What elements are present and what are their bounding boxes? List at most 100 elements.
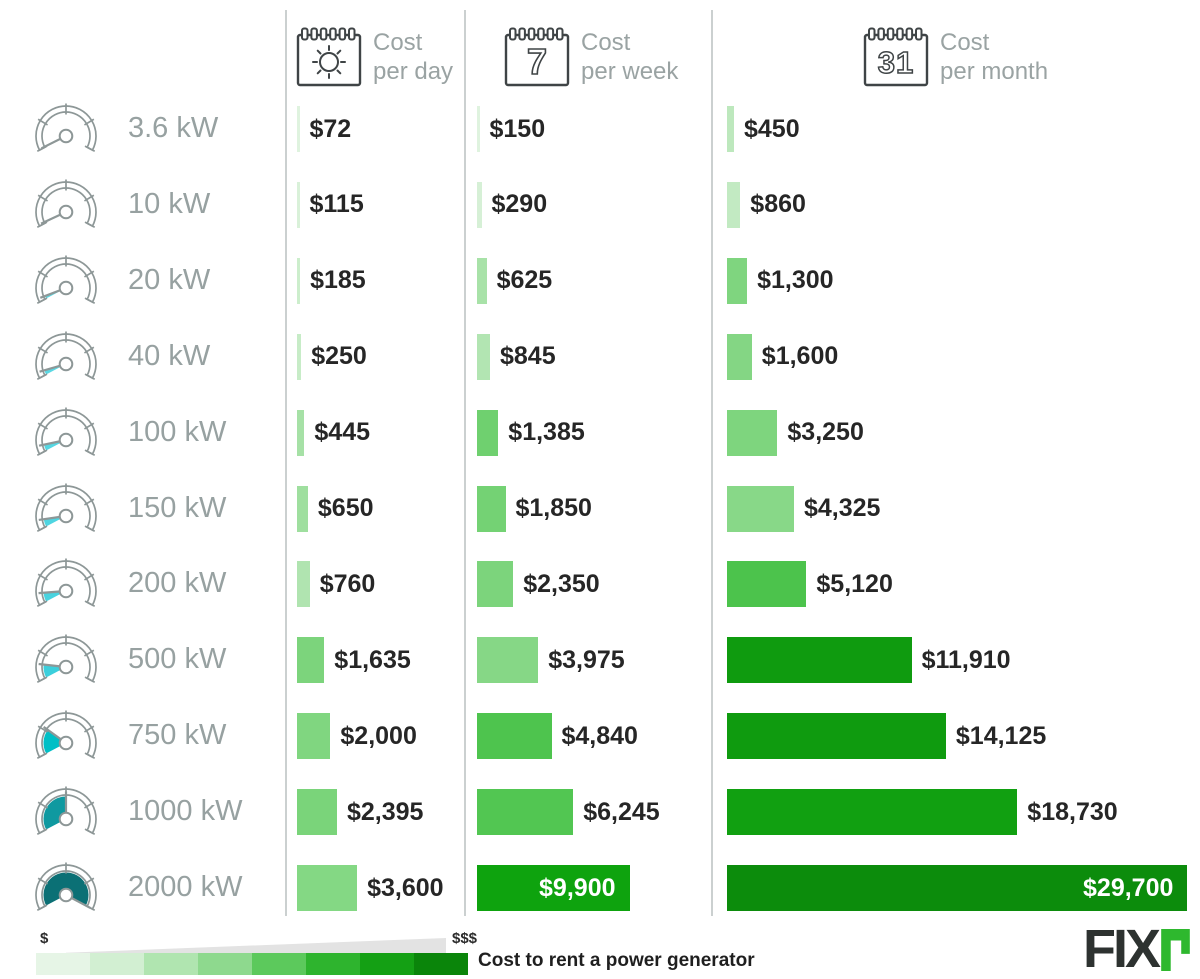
gauge-icon xyxy=(35,483,97,532)
cost-bar-week xyxy=(477,333,490,380)
cost-bar-week xyxy=(477,106,480,152)
fixr-logo: FIX xyxy=(1083,922,1190,976)
cost-value-week: $2,350 xyxy=(523,569,600,598)
cost-value-day: $650 xyxy=(317,494,374,522)
cost-value-week: $625 xyxy=(496,266,553,295)
row-size-label: 3.6 kW xyxy=(128,112,219,144)
cost-value-week: $150 xyxy=(489,114,546,143)
legend-gradient-block xyxy=(198,953,252,975)
gauge-icon-wrap xyxy=(24,551,108,617)
gauge-icon-wrap xyxy=(24,703,108,769)
cost-value-month: $5,120 xyxy=(816,569,893,598)
row-size-label: 200 kW xyxy=(128,567,227,600)
cost-value-day: $1,635 xyxy=(334,645,411,674)
cost-value-month: $450 xyxy=(744,114,800,143)
calendar-number: 7 xyxy=(527,41,547,82)
cost-bar-month xyxy=(727,637,912,684)
column-divider xyxy=(285,10,287,916)
gauge-icon-wrap xyxy=(24,248,108,314)
cost-bar-week xyxy=(477,637,539,684)
header-label-line1: Cost xyxy=(940,29,990,56)
header-label-line1: Cost xyxy=(581,29,631,56)
header-cost-per-day: Cost per day xyxy=(295,26,453,88)
row-size-label: 20 kW xyxy=(128,263,211,296)
gauge-icon-wrap xyxy=(24,779,108,845)
legend-gradient-block xyxy=(306,953,360,975)
cost-value-day: $250 xyxy=(311,342,367,371)
row-size-label: 1000 kW xyxy=(128,795,243,828)
header-label-line2: per week xyxy=(581,58,679,85)
cost-value-month: $860 xyxy=(750,190,806,219)
cost-value-month: $29,700 xyxy=(1083,873,1174,902)
gauge-icon-wrap xyxy=(24,324,108,390)
cost-value-day: $2,000 xyxy=(340,721,417,750)
calendar-number: 31 xyxy=(878,45,914,80)
column-divider xyxy=(464,10,466,916)
cost-bar-week xyxy=(477,789,574,836)
cost-bar-week xyxy=(477,409,499,456)
cost-bar-day xyxy=(297,713,331,760)
cost-bar-week xyxy=(477,485,506,532)
cost-value-month: $4,325 xyxy=(804,494,881,522)
gauge-icon xyxy=(35,331,97,380)
cost-bar-week xyxy=(477,713,552,760)
header-label: Cost per month xyxy=(940,26,1048,86)
row-size-label: 2000 kW xyxy=(128,871,243,903)
row-size-label: 750 kW xyxy=(128,719,227,752)
row-size-label: 40 kW xyxy=(128,339,211,372)
cost-value-week: $4,840 xyxy=(561,721,638,750)
gauge-icon-wrap xyxy=(24,627,108,693)
header-label: Cost per day xyxy=(373,26,453,86)
legend-gradient-block xyxy=(360,953,414,975)
cost-value-week: $3,975 xyxy=(548,645,625,674)
gauge-icon xyxy=(35,407,97,456)
gauge-icon-wrap xyxy=(24,855,108,921)
cost-value-month: $3,250 xyxy=(787,418,864,447)
cost-value-month: $14,125 xyxy=(955,721,1047,750)
cost-value-month: $1,600 xyxy=(761,342,839,371)
cost-bar-day xyxy=(297,333,302,380)
cost-bar-week xyxy=(477,181,482,228)
gauge-icon xyxy=(35,255,97,304)
cost-bar-day xyxy=(297,181,300,228)
cost-value-week: $1,850 xyxy=(515,494,592,522)
cost-bar-day xyxy=(297,106,300,152)
header-cost-per-week: 7 Cost per week xyxy=(503,26,678,88)
legend-gradient-strip xyxy=(36,953,468,975)
cost-value-month: $1,300 xyxy=(757,266,834,295)
cost-value-day: $72 xyxy=(309,114,352,143)
cost-bar-month xyxy=(727,257,748,304)
gauge-icon-wrap xyxy=(24,96,108,162)
cost-bar-day xyxy=(297,257,301,304)
cost-value-week: $9,900 xyxy=(539,873,616,902)
cost-bar-month xyxy=(727,409,778,456)
header-cost-per-month: 31 Cost per month xyxy=(862,26,1048,88)
calendar-sun-icon xyxy=(296,27,362,87)
gauge-icon xyxy=(35,179,97,228)
header-label-line1: Cost xyxy=(373,29,423,56)
gauge-icon xyxy=(35,710,97,760)
legend-low-label: $ xyxy=(40,930,49,947)
gauge-icon xyxy=(35,862,97,912)
cost-bar-month: $29,700 xyxy=(727,865,1188,911)
cost-value-day: $2,395 xyxy=(347,797,424,826)
column-divider xyxy=(711,10,713,916)
gauge-icon xyxy=(35,634,97,684)
gauge-icon xyxy=(35,558,97,608)
legend-caption: Cost to rent a power generator xyxy=(478,950,755,971)
cost-bar-month xyxy=(727,789,1018,836)
calendar-31-icon: 31 xyxy=(863,27,929,87)
gauge-icon-wrap xyxy=(24,172,108,238)
cost-bar-day xyxy=(297,637,325,684)
row-size-label: 150 kW xyxy=(128,491,227,524)
cost-value-week: $6,245 xyxy=(583,797,660,826)
cost-value-day: $445 xyxy=(314,418,371,447)
cost-bar-month xyxy=(727,181,741,228)
cost-value-week: $1,385 xyxy=(508,418,585,447)
gauge-icon xyxy=(35,786,97,836)
gauge-icon xyxy=(35,103,97,153)
logo-r-icon xyxy=(1161,929,1190,971)
cost-bar-month xyxy=(727,713,946,760)
legend-gradient-block xyxy=(144,953,198,975)
